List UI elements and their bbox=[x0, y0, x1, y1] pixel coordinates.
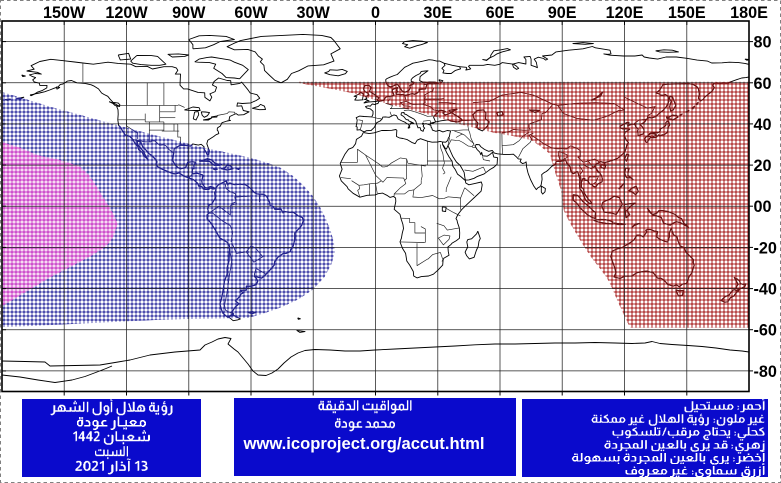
svg-text:60: 60 bbox=[754, 75, 772, 93]
svg-text:90E: 90E bbox=[548, 4, 577, 22]
svg-text:60W: 60W bbox=[234, 4, 268, 22]
svg-text:90W: 90W bbox=[172, 4, 206, 22]
svg-text:150W: 150W bbox=[43, 4, 86, 22]
svg-text:-40: -40 bbox=[754, 281, 777, 299]
svg-text:120E: 120E bbox=[606, 4, 644, 22]
svg-text:60E: 60E bbox=[486, 4, 515, 22]
svg-text:00: 00 bbox=[754, 198, 772, 216]
svg-text:0: 0 bbox=[371, 4, 380, 22]
svg-text:20: 20 bbox=[754, 157, 772, 175]
svg-text:80: 80 bbox=[754, 34, 772, 52]
svg-text:-60: -60 bbox=[754, 322, 777, 340]
svg-text:150E: 150E bbox=[668, 4, 706, 22]
svg-text:-20: -20 bbox=[754, 239, 777, 257]
svg-text:180E: 180E bbox=[730, 4, 768, 22]
svg-text:40: 40 bbox=[754, 116, 772, 134]
svg-text:30W: 30W bbox=[297, 4, 331, 22]
svg-text:-80: -80 bbox=[754, 363, 777, 381]
svg-text:120W: 120W bbox=[105, 4, 148, 22]
svg-text:30E: 30E bbox=[423, 4, 452, 22]
svg-text:www.icoproject.org/accut.html: www.icoproject.org/accut.html bbox=[243, 434, 485, 453]
